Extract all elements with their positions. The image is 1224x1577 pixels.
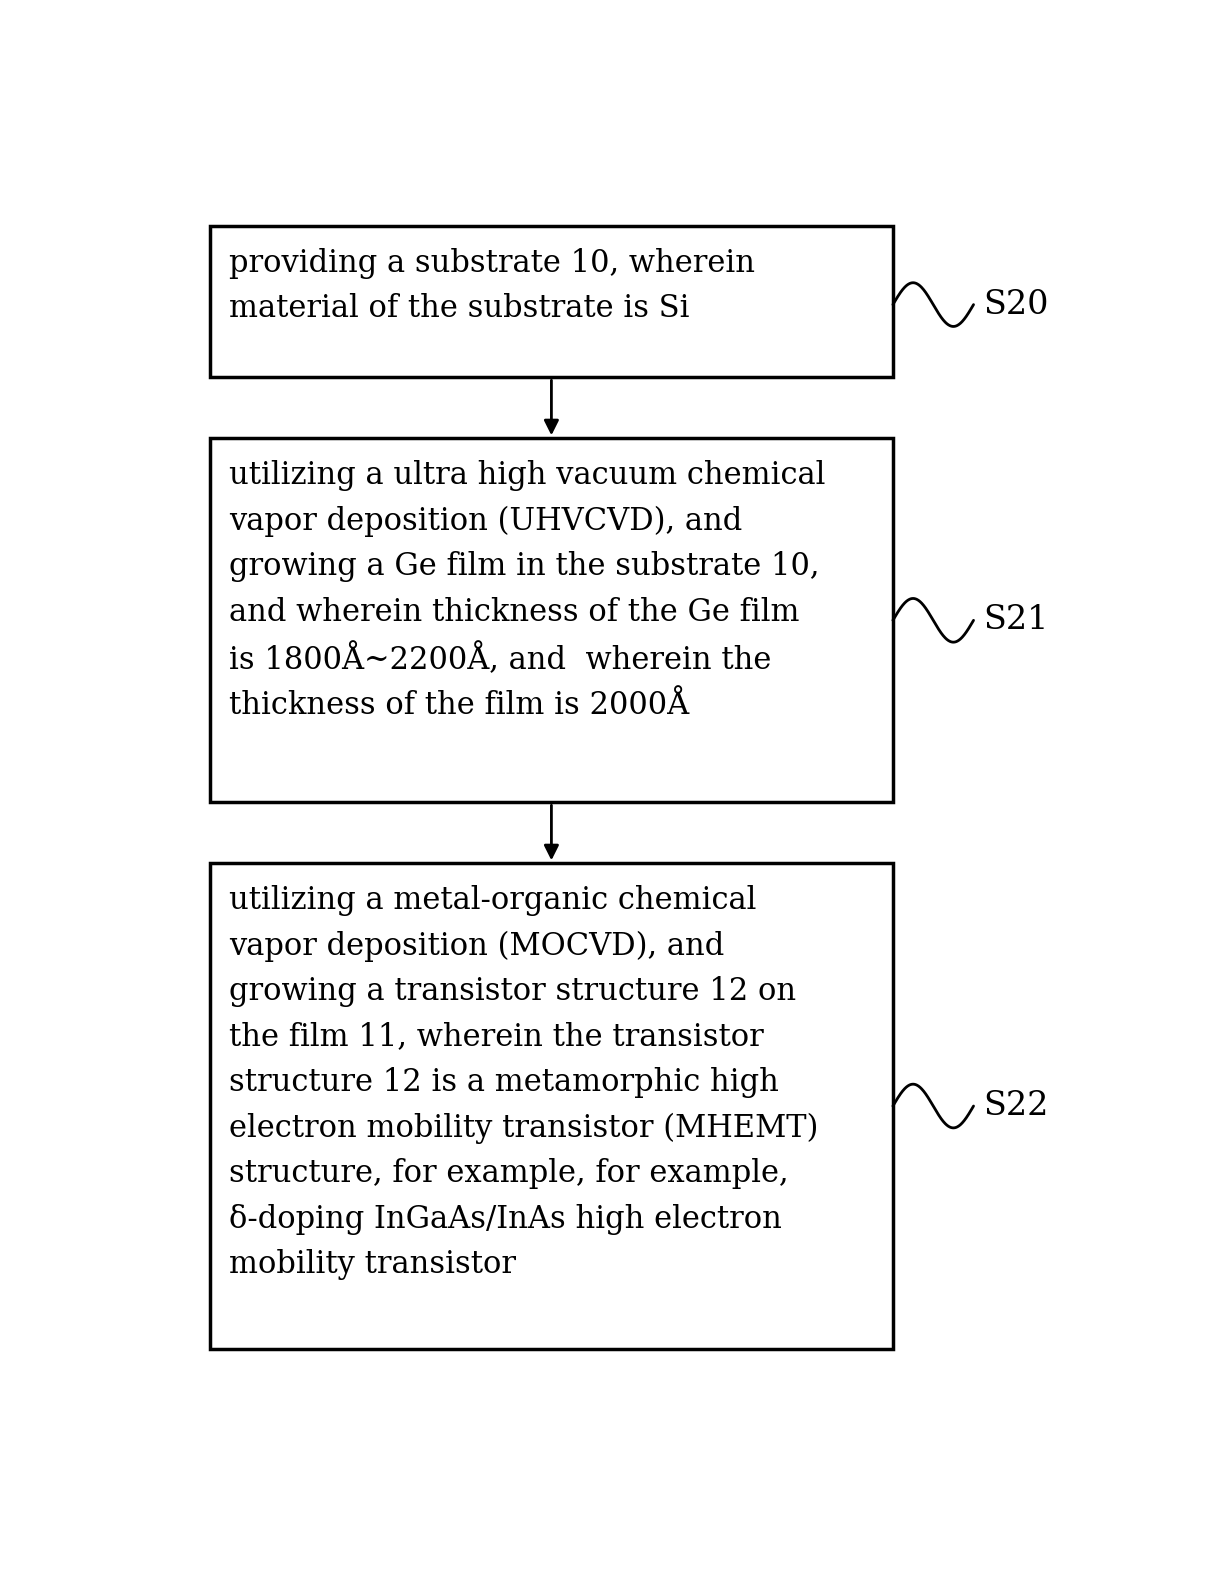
Text: utilizing a metal-organic chemical
vapor deposition (MOCVD), and
growing a trans: utilizing a metal-organic chemical vapor… — [229, 885, 819, 1281]
Text: S22: S22 — [983, 1090, 1049, 1121]
Text: S21: S21 — [983, 604, 1049, 636]
Text: S20: S20 — [983, 289, 1049, 320]
Text: providing a substrate 10, wherein
material of the substrate is Si: providing a substrate 10, wherein materi… — [229, 248, 755, 323]
FancyBboxPatch shape — [211, 438, 894, 803]
Text: utilizing a ultra high vacuum chemical
vapor deposition (UHVCVD), and
growing a : utilizing a ultra high vacuum chemical v… — [229, 460, 825, 721]
FancyBboxPatch shape — [211, 863, 894, 1348]
FancyBboxPatch shape — [211, 226, 894, 377]
